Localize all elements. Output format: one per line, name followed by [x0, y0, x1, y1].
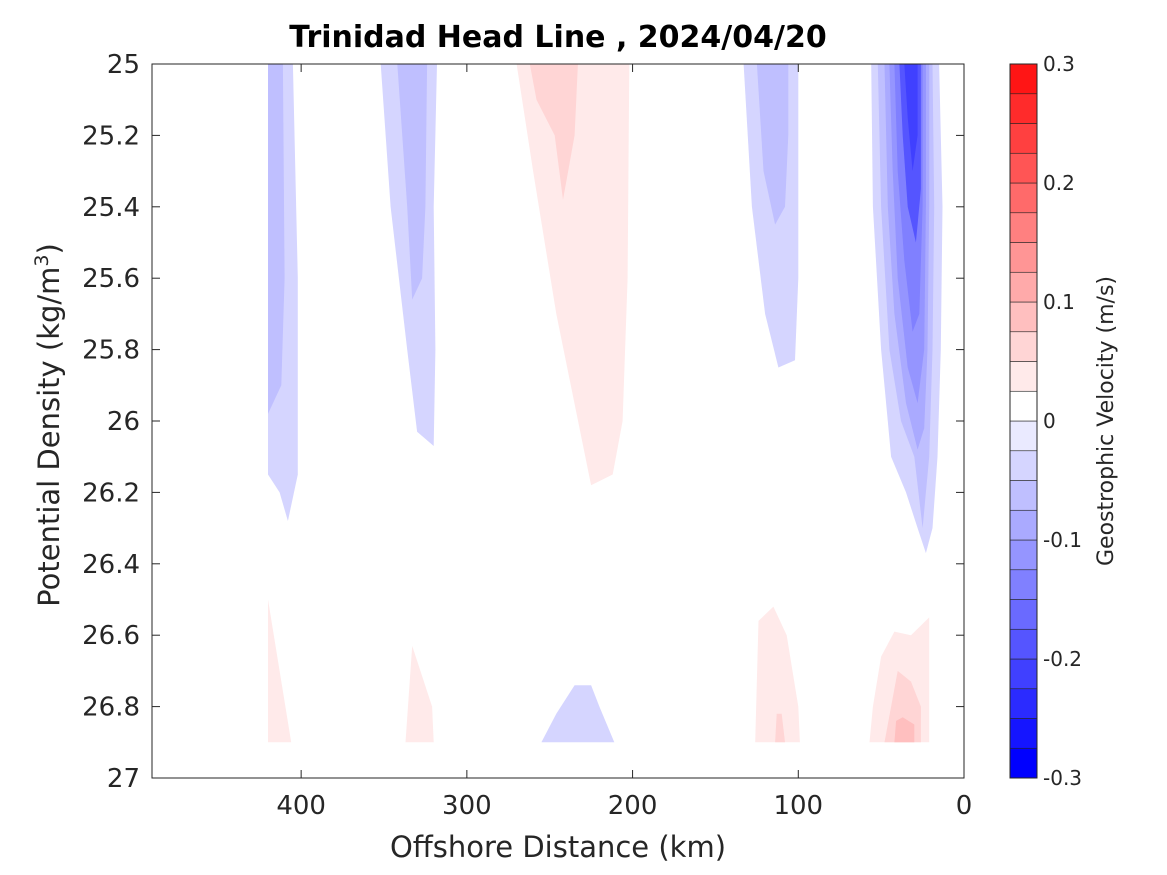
contour-region-2	[268, 64, 285, 414]
colorbar-level	[1009, 450, 1038, 481]
colorbar-level	[1009, 718, 1038, 749]
y-tick-label: 25.2	[82, 121, 140, 151]
colorbar-tick-label: 0.3	[1043, 52, 1075, 76]
y-tick-label: 26.4	[82, 550, 140, 580]
colorbar-level	[1009, 93, 1038, 124]
colorbar-level	[1009, 301, 1038, 333]
colorbar-level	[1009, 688, 1038, 719]
colorbar-level	[1009, 361, 1038, 392]
x-tick-label: 0	[956, 791, 973, 821]
colorbar-level	[1009, 242, 1038, 273]
colorbar-tick-label: -0.2	[1043, 647, 1082, 671]
chart-title: Trinidad Head Line , 2024/04/20	[289, 20, 826, 55]
contour-region-8	[756, 64, 789, 225]
x-tick-label: 100	[773, 791, 823, 821]
colorbar-level	[1009, 152, 1038, 184]
colorbar-level	[1009, 212, 1038, 243]
x-axis: 400 300 200 100 0	[276, 64, 972, 821]
y-tick-label: 25.4	[82, 193, 140, 223]
contour-region-18	[541, 685, 615, 743]
contour-region-23	[894, 717, 915, 743]
colorbar-level	[1009, 420, 1038, 452]
contour-region-16	[268, 599, 292, 743]
colorbar-level	[1009, 182, 1038, 214]
y-axis: 25 25.2 25.4 25.6 25.8 26 26.2 26.4 26.6 26.8 27	[82, 50, 964, 794]
colorbar-level	[1009, 123, 1038, 154]
contour-region-5	[516, 64, 630, 486]
x-tick-label: 300	[442, 791, 492, 821]
y-tick-label: 25.8	[82, 336, 140, 366]
colorbar-level	[1009, 390, 1038, 422]
colorbar-title: Geostrophic Velocity (m/s)	[1094, 276, 1119, 566]
plot-area: 400 300 200 100 0 25 25.2 25.4 25.6 25.8 26 26.2 26…	[82, 50, 972, 821]
colorbar-level	[1009, 569, 1038, 600]
contour-region-6	[529, 64, 578, 200]
y-tick-label: 25	[107, 50, 140, 80]
y-tick-label: 26.2	[82, 478, 140, 508]
colorbar-tick-label: -0.1	[1043, 528, 1082, 552]
velocity-contours	[268, 64, 943, 743]
colorbar-levels	[1009, 63, 1038, 779]
colorbar-tick-label: -0.3	[1043, 766, 1082, 790]
contour-region-20	[775, 713, 785, 743]
colorbar-level	[1009, 628, 1038, 660]
y-axis-title-superscript: 3	[31, 254, 53, 266]
colorbar-level	[1009, 509, 1038, 541]
y-tick-label: 26.8	[82, 693, 140, 723]
y-tick-label: 26.6	[82, 621, 140, 651]
colorbar-tick-label: 0	[1043, 409, 1056, 433]
colorbar-level	[1009, 63, 1038, 95]
y-tick-label: 27	[107, 764, 140, 794]
colorbar-ticks: 0.3 0.2 0.1 0 -0.1 -0.2 -0.3	[1043, 52, 1082, 790]
colorbar-level	[1009, 599, 1038, 630]
contour-region-17	[405, 645, 434, 743]
y-axis-title: Potential Density (kg/m3)	[31, 243, 66, 607]
y-axis-title-main: Potential Density (kg/m	[32, 267, 66, 607]
colorbar-level	[1009, 539, 1038, 571]
x-tick-label: 400	[276, 791, 326, 821]
colorbar: 0.3 0.2 0.1 0 -0.1 -0.2 -0.3	[1009, 52, 1082, 790]
colorbar-tick-label: 0.1	[1043, 290, 1075, 314]
colorbar-level	[1009, 331, 1038, 362]
y-axis-title-close: )	[32, 243, 66, 254]
y-tick-label: 25.6	[82, 264, 140, 294]
colorbar-tick-label: 0.2	[1043, 171, 1075, 195]
contour-region-4	[397, 64, 428, 300]
x-axis-title: Offshore Distance (km)	[390, 830, 726, 864]
y-tick-label: 26	[107, 407, 140, 437]
colorbar-frame	[1009, 63, 1038, 779]
colorbar-level	[1009, 658, 1038, 690]
colorbar-level	[1009, 747, 1038, 779]
x-tick-label: 200	[608, 791, 658, 821]
contour-region-19	[755, 606, 800, 743]
contour-region-15	[904, 64, 918, 172]
colorbar-level	[1009, 480, 1038, 511]
colorbar-level	[1009, 271, 1038, 303]
